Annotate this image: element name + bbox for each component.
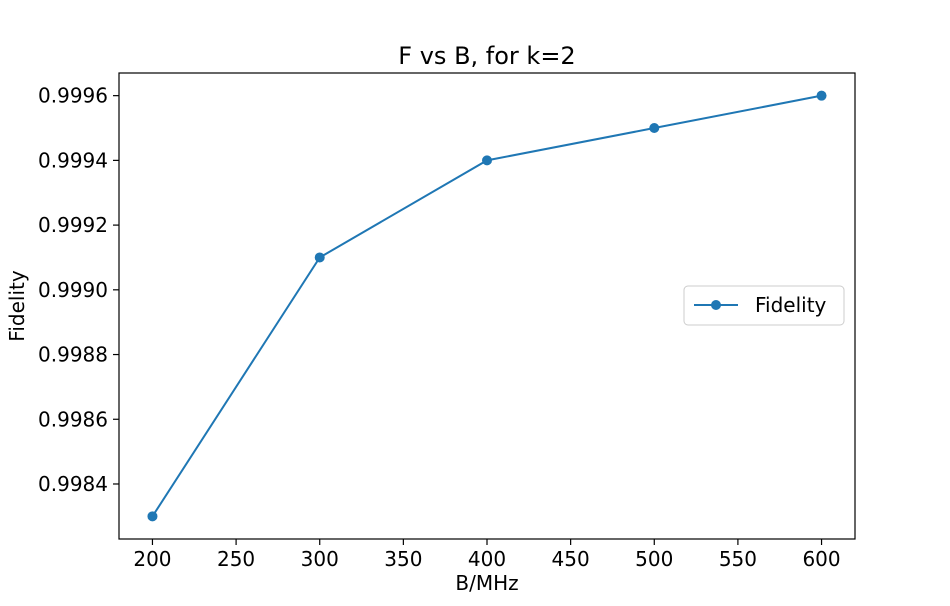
y-tick-label: 0.9994 [38,148,108,172]
y-tick-label: 0.9992 [38,213,108,237]
legend-marker-swatch [711,300,721,310]
x-tick-label: 600 [802,547,840,571]
x-tick-label: 500 [635,547,673,571]
x-tick-label: 350 [384,547,422,571]
legend-label: Fidelity [755,293,827,317]
x-axis: 200 250 300 350 400 450 500 550 600 [133,539,841,571]
legend-box [683,285,845,326]
data-point [314,252,325,263]
x-tick-label: 550 [719,547,757,571]
x-tick-label: 300 [301,547,339,571]
data-point [816,90,827,101]
legend: Fidelity [683,285,845,326]
x-tick-label: 250 [217,547,255,571]
y-tick-label: 0.9988 [38,343,108,367]
y-tick-label: 0.9996 [38,84,108,108]
y-axis: 0.9984 0.9986 0.9988 0.9990 0.9992 0.9994 0.99… [38,84,119,496]
y-axis-label: Fidelity [5,270,29,342]
x-tick-label: 450 [552,547,590,571]
y-tick-label: 0.9984 [38,472,108,496]
y-tick-label: 0.9986 [38,407,108,431]
x-tick-label: 200 [133,547,171,571]
x-axis-label: B/MHz [455,571,518,595]
y-tick-label: 0.9990 [38,278,108,302]
series-layer [147,90,827,522]
chart-title: F vs B, for k=2 [398,42,575,70]
data-point [482,155,492,166]
data-point [649,123,660,134]
x-tick-label: 400 [468,547,506,571]
data-point [147,511,158,522]
